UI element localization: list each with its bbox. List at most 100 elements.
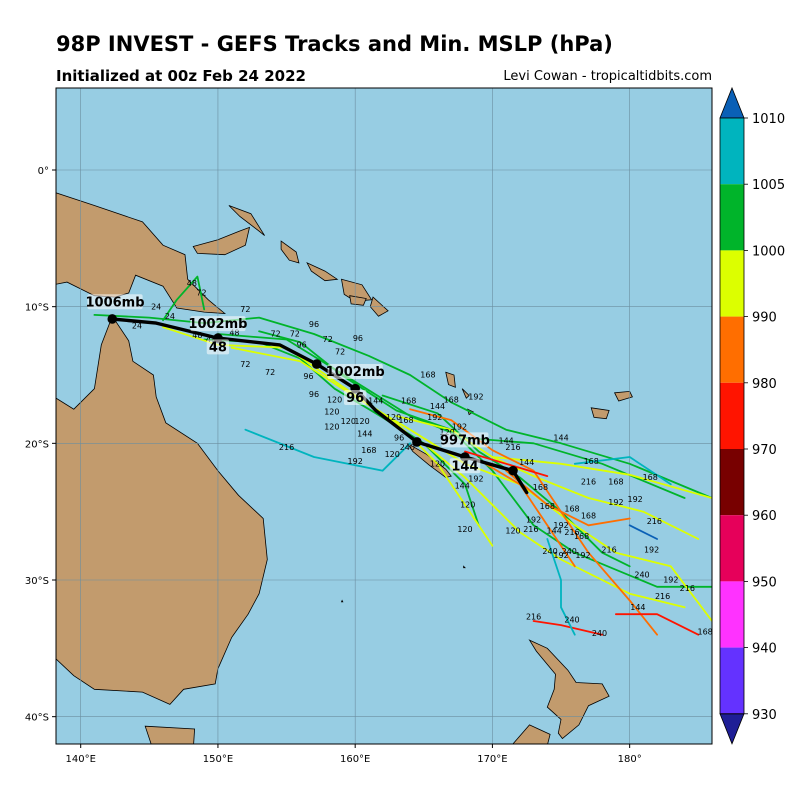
forecast-hour-label: 120 (385, 450, 400, 459)
forecast-hour-label: 72 (265, 368, 275, 377)
lat-tick-label: 30°S (25, 576, 49, 587)
forecast-hour-label: 120 (460, 501, 475, 510)
forecast-hour-label: 216 (523, 525, 538, 534)
forecast-hour-label: 168 (581, 512, 596, 521)
landmass-nz-south (512, 724, 551, 744)
mean-label-background (327, 364, 383, 379)
forecast-hour-label: 120 (324, 423, 339, 432)
mean-label-background (190, 316, 246, 332)
colorbar-tick-label: 940 (752, 642, 777, 657)
forecast-hour-label: 168 (564, 505, 579, 514)
forecast-hour-label: 168 (608, 477, 623, 486)
forecast-hour-label: 120 (505, 527, 520, 536)
colorbar-segment (720, 316, 744, 383)
forecast-hour-label: 144 (455, 481, 470, 490)
forecast-hour-label: 96 (353, 334, 363, 343)
forecast-hour-label: 192 (468, 393, 483, 402)
forecast-hour-label: 144 (519, 458, 534, 467)
lat-tick-label: 20°S (25, 439, 49, 450)
landmass-fiji-a (590, 407, 610, 420)
forecast-hour-label: 96 (297, 341, 307, 350)
forecast-hour-label: 240 (562, 547, 577, 556)
mean-label-background (206, 339, 230, 355)
colorbar-tick-label: 1000 (752, 244, 785, 259)
mean-track-label: 1002mb (326, 365, 385, 380)
ensemble-track-line (422, 442, 686, 609)
lon-tick-label: 160°E (340, 754, 370, 765)
forecast-hour-label: 240 (634, 570, 649, 579)
forecast-hour-label: 72 (196, 289, 206, 298)
forecast-hour-label: 240 (564, 615, 579, 624)
forecast-hour-label: 168 (574, 532, 589, 541)
forecast-hour-label: 72 (240, 360, 250, 369)
map-axes: 140°E 150°E 160°E 170°E 180° 0° 10°S 20°S 30°S 40… (25, 166, 642, 765)
forecast-hour-label: 96 (309, 390, 319, 399)
lat-tick-label: 10°S (25, 303, 49, 314)
lon-tick-label: 150°E (203, 754, 233, 765)
lon-tick-label: 180° (618, 754, 642, 765)
colorbar-tick-label: 1005 (752, 178, 785, 193)
forecast-hour-label: 72 (270, 330, 280, 339)
forecast-hour-label: 168 (697, 628, 712, 637)
colorbar-tick-label: 990 (752, 311, 777, 326)
ensemble-track-line (615, 613, 700, 636)
lon-tick-label: 140°E (65, 754, 95, 765)
forecast-hour-label: 192 (468, 475, 483, 484)
forecast-hour-label: 168 (420, 371, 435, 380)
forecast-hour-label: 168 (361, 446, 376, 455)
colorbar-segment (720, 118, 744, 185)
forecast-hour-label: 144 (357, 430, 372, 439)
forecast-hour-label: 24 (165, 312, 175, 321)
mean-track (107, 314, 529, 495)
forecast-hour-label: 240 (592, 629, 607, 638)
forecast-hour-label: 216 (601, 546, 616, 555)
colorbar-segment (720, 250, 744, 317)
mean-label-background (449, 458, 481, 474)
forecast-hour-label: 168 (643, 473, 658, 482)
forecast-hour-label: 192 (452, 423, 467, 432)
forecast-hour-label: 120 (354, 417, 369, 426)
forecast-hour-label: 72 (335, 348, 345, 357)
forecast-hour-label: 168 (540, 502, 555, 511)
mean-track-point (508, 465, 518, 476)
mean-track-label: 144 (451, 459, 478, 474)
forecast-hour-label: 144 (499, 436, 514, 445)
forecast-hour-label: 96 (303, 372, 313, 381)
ensemble-track-line (409, 408, 658, 636)
landmass-nz-north (528, 639, 610, 740)
forecast-hour-label: 192 (663, 576, 678, 585)
landmass-new-britain (192, 226, 251, 256)
ensemble-track-line (532, 620, 604, 636)
forecast-hour-label: 120 (386, 413, 401, 422)
chart-subtitle: Initialized at 00z Feb 24 2022 (56, 67, 306, 85)
forecast-hour-label: 72 (240, 305, 250, 314)
forecast-hour-label: 72 (323, 335, 333, 344)
forecast-hour-label: 192 (575, 551, 590, 560)
forecast-hour-label: 192 (427, 413, 442, 422)
forecast-hour-label: 216 (526, 613, 541, 622)
colorbar-frame (719, 117, 745, 715)
colorbar-top-extension (719, 86, 745, 119)
landmass-new-guinea (56, 192, 227, 314)
landmass-vanuatu-b (461, 388, 470, 399)
colorbar-segment (720, 449, 744, 516)
landmasses (56, 192, 633, 744)
chart-title: 98P INVEST - GEFS Tracks and Min. MSLP (… (56, 32, 613, 56)
ensemble-track-line (464, 450, 549, 478)
ensemble-track-line (477, 458, 576, 568)
forecast-hour-label: 96 (394, 434, 404, 443)
landmass-new-ireland (228, 205, 265, 236)
ensemble-track-line (491, 456, 712, 499)
landmass-vanuatu-a (445, 371, 456, 388)
mean-track-label: 997mb (440, 433, 490, 448)
landmass-norfolk (463, 565, 466, 569)
mean-track-point (412, 437, 422, 447)
forecast-hour-label: 216 (680, 584, 695, 593)
ensemble-track-line (628, 524, 658, 540)
forecast-hour-label: 240 (400, 443, 415, 452)
forecast-hour-label: 24 (132, 322, 142, 331)
forecast-hour-label: 24 (151, 302, 161, 311)
ensemble-track-line (244, 428, 412, 472)
forecast-hour-label: 168 (398, 416, 413, 425)
landmass-bougainville (280, 240, 300, 264)
